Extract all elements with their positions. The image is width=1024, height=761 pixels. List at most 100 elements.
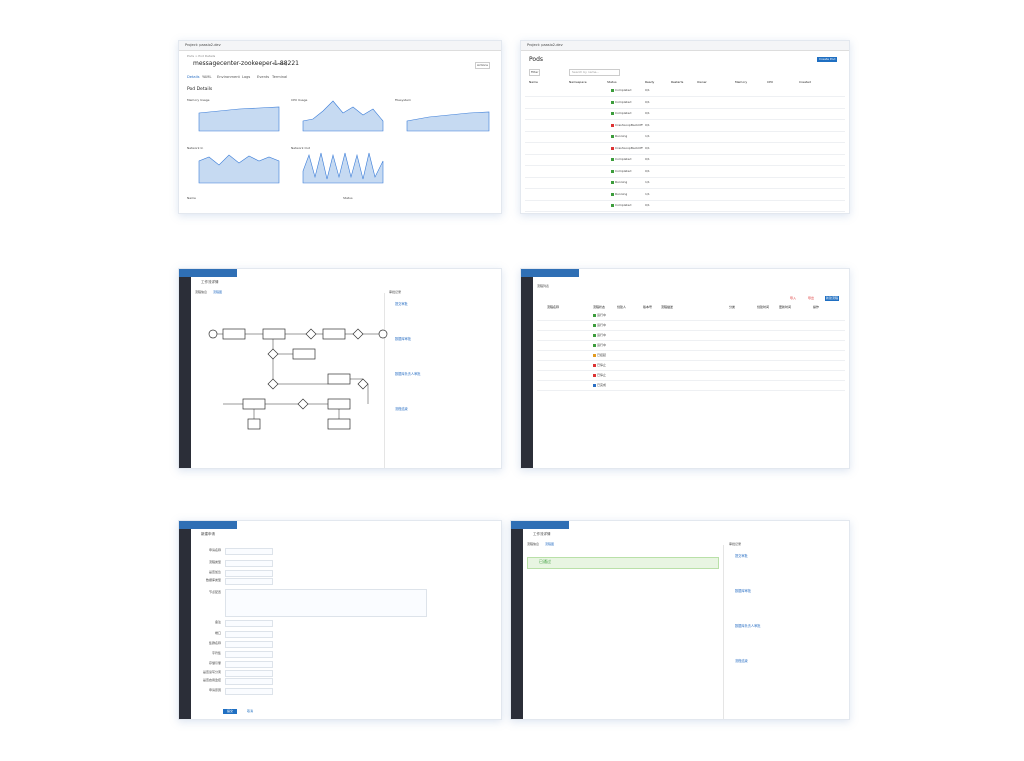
column-header: 更新时间 (779, 305, 792, 309)
box (225, 620, 273, 627)
column-header: 创建人 (617, 305, 627, 309)
chart-title: Memory Usage (187, 98, 210, 102)
form-panel: 新建申请 申请名称 流程类型 是否加急 数据库类型 节点配置 备注 端口 集群名称 字符集 存储引擎… (178, 520, 502, 720)
ready: 1/1 (645, 134, 650, 138)
status: Running (273, 62, 288, 66)
column-header: Owner (697, 80, 707, 84)
ready: 0/1 (645, 157, 650, 161)
column-header: 流程状态 (593, 305, 606, 309)
tab: Details (187, 75, 200, 79)
record-title: 数据库负责人审批 (395, 372, 421, 376)
records-title: 审批记录 (389, 290, 402, 294)
pod-status: Completed (611, 112, 631, 115)
flow-status: 已挂起 (593, 354, 606, 357)
row (525, 211, 845, 212)
button[interactable]: 新建流程 (825, 296, 840, 301)
box (225, 560, 273, 567)
box (225, 661, 273, 668)
flow-status: 运行中 (593, 344, 606, 347)
ready: 0/1 (645, 145, 650, 150)
box (225, 631, 273, 638)
charts (198, 100, 490, 184)
tab: YAML (202, 75, 212, 79)
box (225, 589, 427, 617)
pod-status: Completed (611, 89, 631, 92)
tab: Logs (242, 75, 251, 79)
pod-status: Running (611, 192, 627, 196)
row (537, 330, 845, 331)
ready: 0/1 (645, 203, 650, 207)
field-label: 是否启用监控 (202, 678, 221, 682)
button[interactable]: 导出 (808, 296, 815, 300)
column-header: Memory (735, 80, 748, 84)
record-title: 提交审批 (735, 554, 748, 558)
box (225, 548, 273, 555)
row (525, 119, 845, 120)
field-label: 数据库类型 (205, 578, 221, 582)
tab: Events (257, 75, 270, 79)
field-label: 节点配置 (208, 590, 221, 594)
search: Search by name... (569, 69, 621, 76)
field-label: Name (187, 196, 196, 200)
pod-status: CrashLoopBackOff (611, 123, 643, 127)
chart-title: Filesystem (395, 98, 411, 102)
pod-status: CrashLoopBackOff (611, 146, 643, 150)
row (537, 370, 845, 371)
field-label: 是否读写分离 (202, 670, 221, 674)
field-label: 申请名称 (208, 548, 221, 552)
button[interactable]: 导入 (790, 296, 797, 300)
row (525, 199, 845, 201)
filter: Filter (529, 69, 541, 76)
pod-status: Completed (611, 204, 631, 207)
ready: 0/1 (645, 88, 650, 92)
flow-status: 已完成 (593, 384, 606, 387)
pod-status: Running (611, 135, 627, 138)
field-label: 字符集 (211, 651, 221, 655)
column-header: 分类 (729, 305, 736, 309)
page-title: Pods (529, 56, 544, 63)
box (225, 670, 273, 677)
records-title: 审批记录 (729, 542, 742, 546)
chart-title: Network Out (291, 146, 310, 150)
box (225, 570, 273, 577)
row (525, 188, 845, 189)
row (537, 340, 845, 341)
record-title: 数据库审批 (735, 589, 751, 593)
chart-title: CPU Usage (291, 98, 308, 102)
create-button[interactable]: Create Pod (817, 57, 838, 62)
box (225, 651, 273, 658)
pod-details-panel: Project: paasio2-dev Pods > Pod Details me… (178, 40, 502, 214)
flow-status: 已停止 (593, 364, 606, 367)
row (525, 96, 845, 97)
section-title: Pod Details (187, 87, 213, 92)
field-label: 申请原因 (208, 688, 221, 692)
page-title: 工作流详情 (533, 532, 551, 536)
cancel-button[interactable]: 取消 (247, 709, 254, 713)
column-header: Status (607, 80, 617, 84)
column-header: Ready (645, 80, 655, 84)
ready: 0/1 (645, 99, 650, 104)
submit-button[interactable]: 提交 (223, 709, 238, 714)
flow-status: 运行中 (593, 334, 606, 337)
page-title: 新建申请 (201, 532, 215, 536)
box (225, 641, 273, 648)
flow-status: 运行中 (593, 314, 606, 317)
row (537, 390, 845, 391)
ready: 1/1 (645, 180, 650, 184)
field-label: 备注 (214, 620, 221, 624)
workflow-detail-panel: 工作流详情 流程信息 流程图 审批记录 提交审批 数据库审批 数据库负责人审批 流程结束 已通过 (510, 520, 850, 720)
tab: 流程图 (213, 290, 223, 294)
workflow-list-panel: 流程列表 导入 导出 新建流程 流程名称 流程状态 创建人 版本号 流程描述 分类 创建时间 更新时间… (520, 268, 850, 469)
box (225, 688, 273, 695)
column-header: Name (529, 80, 538, 84)
pods-panel: Project: paasio2-dev Pods Create Pod Filter… (520, 40, 850, 214)
ready: 1/1 (645, 191, 650, 196)
column-header: 版本号 (643, 305, 653, 309)
box (225, 678, 273, 685)
row (537, 350, 845, 351)
column-header: Namespace (569, 80, 587, 84)
column-header: 流程名称 (547, 305, 560, 309)
workflow-panel: 工作流详情 流程信息 流程图 审批记录 提交审批 数据库审批 数据库负责人审批 流程结束 (178, 268, 502, 469)
field-label: 集群名称 (208, 641, 221, 645)
